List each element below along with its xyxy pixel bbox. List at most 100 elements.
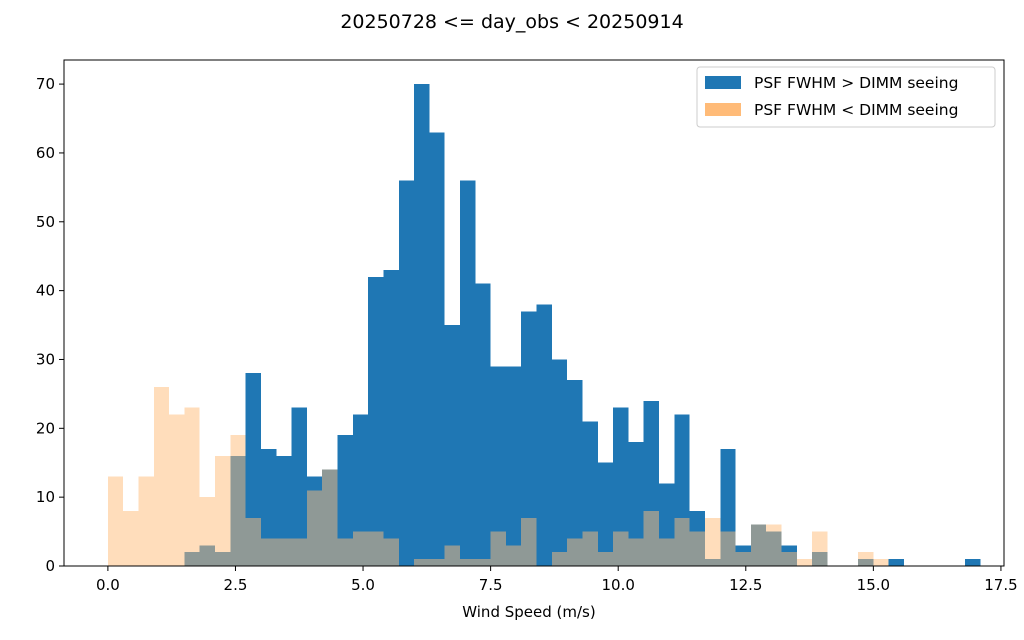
x-tick-label: 15.0 <box>857 576 890 594</box>
histogram-bar <box>582 421 598 566</box>
histogram-bar <box>505 366 522 566</box>
histogram-bar <box>643 510 660 566</box>
histogram-bar <box>352 531 369 566</box>
histogram-bar <box>873 559 889 566</box>
histogram-bar <box>674 517 690 566</box>
histogram-bar <box>337 435 353 566</box>
legend-label-psf-gt-dimm: PSF FWHM > DIMM seeing <box>754 74 958 92</box>
histogram-bar <box>812 531 828 566</box>
histogram-bar <box>551 552 568 566</box>
histogram-bar <box>107 476 124 566</box>
x-axis-ticks: 0.0 2.5 5.0 7.5 10.0 12.5 15.0 17.5 <box>96 566 1018 594</box>
y-tick-label: 30 <box>36 350 55 368</box>
legend-box <box>696 66 996 128</box>
histogram-bar <box>352 414 369 566</box>
histogram-bar <box>536 304 552 566</box>
histogram-bar <box>276 538 292 566</box>
histogram-bar <box>613 407 629 566</box>
histogram-bar <box>720 531 736 566</box>
histogram-bar <box>597 552 614 566</box>
histogram-bar <box>659 538 675 566</box>
y-tick-label: 40 <box>36 282 55 300</box>
histogram-bar <box>153 387 170 566</box>
histogram-bar <box>414 559 430 566</box>
histogram-bar <box>551 359 568 566</box>
x-tick-label: 10.0 <box>601 576 634 594</box>
histogram-bar <box>505 545 522 566</box>
y-tick-label: 50 <box>36 213 55 231</box>
histogram-bar <box>291 407 307 566</box>
histogram-bar <box>613 531 629 566</box>
y-tick-label: 60 <box>36 144 55 162</box>
histogram-bar <box>490 366 506 566</box>
x-tick-label: 12.5 <box>729 576 762 594</box>
histogram-bar <box>199 497 216 566</box>
histogram-bar <box>368 276 384 566</box>
histogram-bar <box>429 559 445 566</box>
histogram-bar <box>138 476 154 566</box>
histogram-bar <box>766 524 782 566</box>
histogram-bar <box>567 538 583 566</box>
histogram-bar <box>597 462 614 566</box>
chart-title: 20250728 <= day_obs < 20250914 <box>340 11 683 33</box>
histogram-bar <box>184 407 200 566</box>
legend: PSF FWHM > DIMM seeing PSF FWHM < DIMM s… <box>696 66 996 128</box>
histogram-bar <box>215 455 231 566</box>
histogram-bar <box>796 559 813 566</box>
histogram-bar <box>368 531 384 566</box>
histogram-bar <box>689 531 705 566</box>
histogram-bar <box>245 517 261 566</box>
histogram-bar <box>429 132 445 567</box>
histogram-bar <box>781 552 797 566</box>
histogram-bar <box>260 538 277 566</box>
legend-swatch-psf-gt-dimm <box>705 76 741 89</box>
histogram-bar <box>444 545 461 566</box>
histogram-bar <box>521 311 537 566</box>
x-tick-label: 2.5 <box>224 576 248 594</box>
histogram-bar <box>750 524 767 566</box>
histogram-bar <box>965 559 981 566</box>
histogram-bar <box>169 414 185 566</box>
x-axis-label: Wind Speed (m/s) <box>462 603 595 621</box>
histogram-bar <box>567 380 583 566</box>
histogram-bar <box>123 510 139 566</box>
x-tick-label: 5.0 <box>351 576 375 594</box>
histogram-bar <box>322 469 338 566</box>
histogram-bar <box>460 559 476 566</box>
histogram-bar <box>628 442 644 566</box>
y-tick-label: 70 <box>36 75 55 93</box>
y-tick-label: 0 <box>45 557 55 575</box>
histogram-bar <box>260 448 277 566</box>
x-tick-label: 0.0 <box>96 576 120 594</box>
y-tick-label: 10 <box>36 488 55 506</box>
histogram-bar <box>414 84 430 566</box>
histogram-bar <box>521 517 537 566</box>
histogram-bar <box>460 180 476 566</box>
plot-frame <box>63 59 1005 567</box>
histogram-bar <box>858 552 874 566</box>
histogram-bar <box>383 269 399 566</box>
histogram-bar <box>628 538 644 566</box>
histogram-bar <box>582 531 598 566</box>
histogram-bar <box>291 538 307 566</box>
y-axis-ticks: 0 10 20 30 40 50 60 70 <box>36 75 64 575</box>
x-tick-label: 7.5 <box>479 576 503 594</box>
histogram-bar <box>306 490 323 566</box>
x-tick-label: 17.5 <box>984 576 1017 594</box>
histogram-bar <box>337 538 353 566</box>
histogram-bar <box>475 559 491 566</box>
legend-label-psf-lt-dimm: PSF FWHM < DIMM seeing <box>754 101 958 119</box>
y-tick-label: 20 <box>36 419 55 437</box>
legend-swatch-psf-lt-dimm <box>705 103 741 116</box>
histogram-bar <box>383 538 399 566</box>
histogram-bar <box>475 283 491 566</box>
histogram-bar <box>888 559 904 566</box>
histogram-bar <box>398 180 415 566</box>
histogram-bar <box>444 325 461 566</box>
histogram-bar <box>490 531 506 566</box>
histogram-bar <box>735 552 751 566</box>
histogram-bar <box>704 517 721 566</box>
series-psf-lt-dimm <box>107 387 889 566</box>
